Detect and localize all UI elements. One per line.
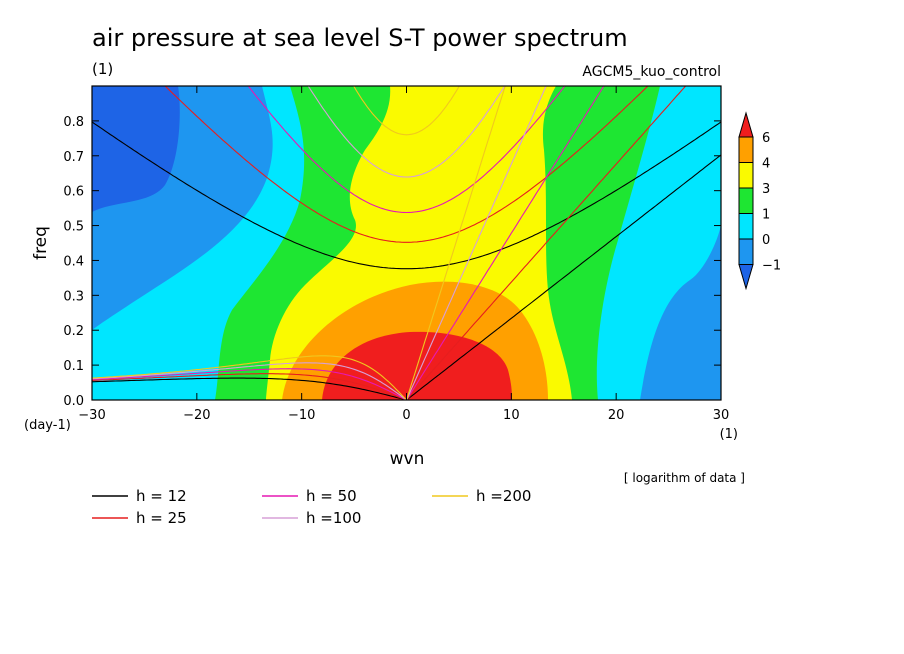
legend-label-h50: h = 50 — [306, 487, 357, 505]
chart-subtitle-right: AGCM5_kuo_control — [582, 64, 721, 80]
y-tick-label: 0.5 — [63, 220, 84, 235]
dispersion-curve-rossby-h200 — [92, 355, 407, 400]
x-tick-label: 30 — [713, 408, 730, 423]
legend-label-h25: h = 25 — [136, 509, 187, 527]
colorbar-segment — [738, 136, 754, 163]
plot-area — [92, 86, 721, 400]
colorbar-segment — [738, 213, 754, 240]
x-axis: −30 −20 −10 0 10 20 30 — [78, 86, 729, 423]
x-tick-label: 10 — [503, 408, 520, 423]
chart-subtitle-left: (1) — [92, 60, 113, 78]
y-tick-label: 0.8 — [63, 115, 84, 130]
dispersion-curve-inertia-gravity-h200 — [353, 86, 460, 136]
dispersion-curve-inertia-gravity-h50 — [247, 86, 566, 214]
y-tick-label: 0.2 — [63, 324, 84, 339]
chart-title: air pressure at sea level S-T power spec… — [92, 24, 628, 52]
x-tick-label: −20 — [183, 408, 210, 423]
dispersion-curve-kelvin-h12 — [406, 154, 721, 400]
dispersion-curve-inertia-gravity-h12 — [92, 121, 721, 270]
colorbar-segment-max — [738, 111, 754, 138]
colorbar-label: 0 — [762, 233, 770, 248]
colorbar-segment-min — [738, 264, 754, 291]
legend-label-h100: h =100 — [306, 509, 361, 527]
y-axis: 0.0 0.1 0.2 0.3 0.4 0.5 0.6 0.7 0.8 — [63, 115, 721, 409]
colorbar-label: 4 — [762, 157, 770, 172]
legend-label-h12: h = 12 — [136, 487, 187, 505]
colorbar-label: −1 — [762, 259, 781, 274]
y-tick-label: 0.6 — [63, 185, 84, 200]
y-tick-label: 0.0 — [63, 394, 84, 409]
dispersion-curve-rossby-h100 — [92, 362, 407, 400]
y-tick-label: 0.7 — [63, 150, 84, 165]
dispersion-curve-rossby-h25 — [92, 373, 407, 400]
dispersion-curve-kelvin-h200 — [405, 86, 506, 400]
x-tick-label: −10 — [288, 408, 315, 423]
x-tick-label: −30 — [78, 408, 105, 423]
legend-label-h200: h =200 — [476, 487, 531, 505]
dispersion-curve-rossby-h50 — [92, 368, 407, 400]
y-axis-label: freq — [31, 226, 51, 260]
x-tick-label: 0 — [402, 408, 410, 423]
legend: h = 12 h = 25 h = 50 h =100 h =200 — [92, 487, 531, 527]
dispersion-curves — [92, 86, 721, 400]
x-axis-label: wvn — [390, 449, 425, 469]
colorbar-label: 6 — [762, 131, 770, 146]
colorbar-segment — [738, 187, 754, 214]
dispersion-curve-inertia-gravity-h25 — [164, 86, 649, 243]
dispersion-curve-kelvin-h100 — [405, 86, 547, 400]
x-tick-label: 20 — [608, 408, 625, 423]
colorbar-label: 1 — [762, 208, 770, 223]
x-unit-label: (1) — [720, 427, 738, 442]
dispersion-curve-kelvin-h50 — [406, 86, 605, 400]
data-note: [ logarithm of data ] — [624, 471, 745, 485]
y-tick-label: 0.1 — [63, 359, 84, 374]
colorbar: 6 4 3 1 0 −1 — [738, 111, 781, 291]
y-tick-label: 0.3 — [63, 289, 84, 304]
colorbar-label: 3 — [762, 182, 770, 197]
field-region-lt-minus1 — [92, 86, 180, 212]
dispersion-curve-inertia-gravity-h100 — [307, 86, 506, 178]
dispersion-curve-rossby-h12 — [92, 377, 407, 400]
y-unit-label: (day-1) — [24, 418, 71, 433]
y-tick-label: 0.4 — [63, 254, 84, 269]
dispersion-curve-kelvin-h25 — [406, 86, 687, 400]
colorbar-segment — [738, 162, 754, 189]
colorbar-segment — [738, 238, 754, 265]
